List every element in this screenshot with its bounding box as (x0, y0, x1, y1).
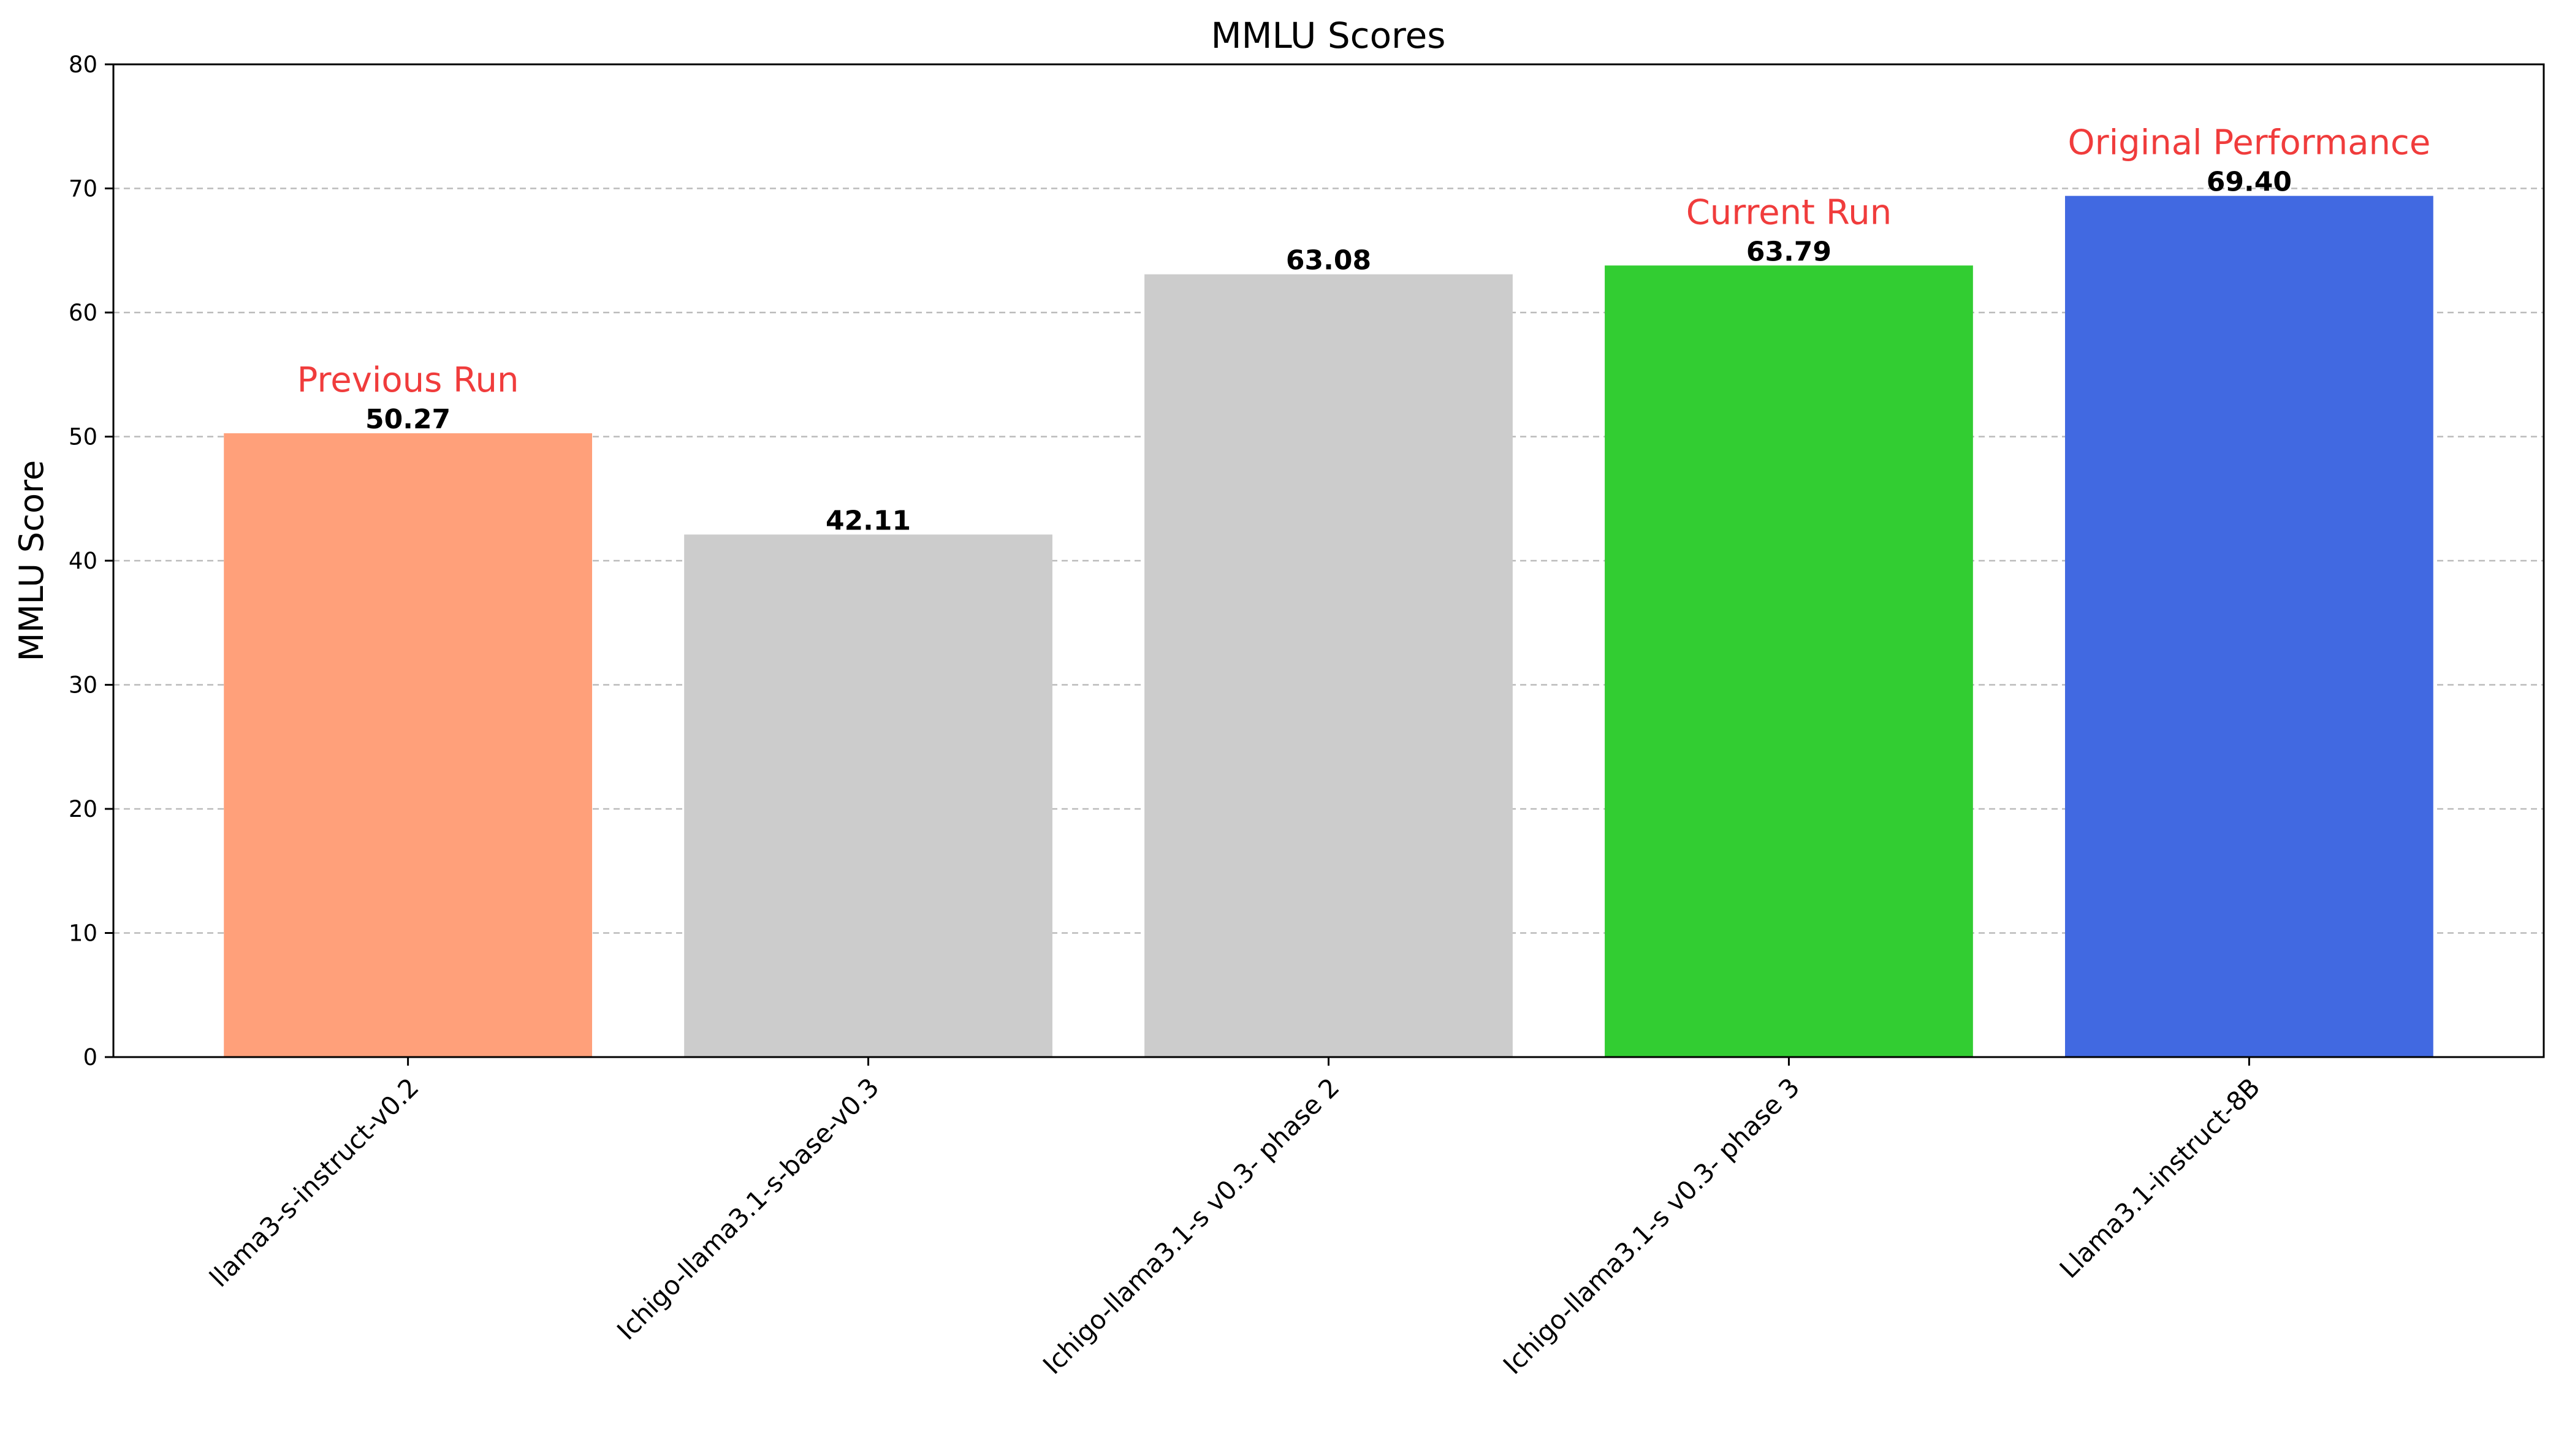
chart-title: MMLU Scores (1211, 15, 1445, 56)
y-axis-label: MMLU Score (12, 460, 51, 662)
bar (2065, 195, 2433, 1057)
bar-value-label: 69.40 (2207, 167, 2292, 198)
y-axis: 0 10 20 30 40 50 60 70 80 (69, 51, 113, 1071)
y-tick-label: 30 (69, 672, 97, 699)
y-tick-label: 60 (69, 300, 97, 326)
y-tick-label: 40 (69, 548, 97, 574)
y-tick-label: 0 (83, 1044, 97, 1071)
bar (1144, 274, 1513, 1057)
annotations: Previous Run Current Run Original Performa… (297, 123, 2431, 400)
bar (684, 534, 1052, 1057)
y-tick-label: 70 (69, 176, 97, 202)
x-tick-label: Ichigo-llama3.1-s v0.3- phase 2 (1037, 1072, 1345, 1380)
x-tick-label: Ichigo-llama3.1-s v0.3- phase 3 (1497, 1072, 1806, 1380)
bars-layer (224, 195, 2433, 1058)
x-tick-label: llama3-s-instruct-v0.2 (203, 1072, 424, 1292)
value-labels: 50.27 42.11 63.08 63.79 69.40 (365, 167, 2292, 537)
bar (1605, 265, 1973, 1058)
y-tick-label: 20 (69, 796, 97, 822)
bar-value-label: 63.79 (1746, 236, 1831, 267)
y-tick-label: 80 (69, 51, 97, 78)
bar (224, 433, 592, 1057)
bar-value-label: 63.08 (1286, 245, 1371, 276)
x-tick-label: Ichigo-llama3.1-s-base-v0.3 (611, 1072, 885, 1346)
bar-value-label: 50.27 (365, 404, 451, 435)
bar-value-label: 42.11 (826, 505, 911, 536)
y-tick-label: 10 (69, 920, 97, 947)
x-axis: llama3-s-instruct-v0.2 Ichigo-llama3.1-s-… (203, 1057, 2265, 1380)
annotation-label: Current Run (1686, 192, 1892, 232)
annotation-label: Previous Run (297, 360, 519, 400)
y-tick-label: 50 (69, 424, 97, 450)
annotation-label: Original Performance (2067, 123, 2430, 163)
x-tick-label: Llama3.1-instruct-8B (2054, 1072, 2266, 1284)
